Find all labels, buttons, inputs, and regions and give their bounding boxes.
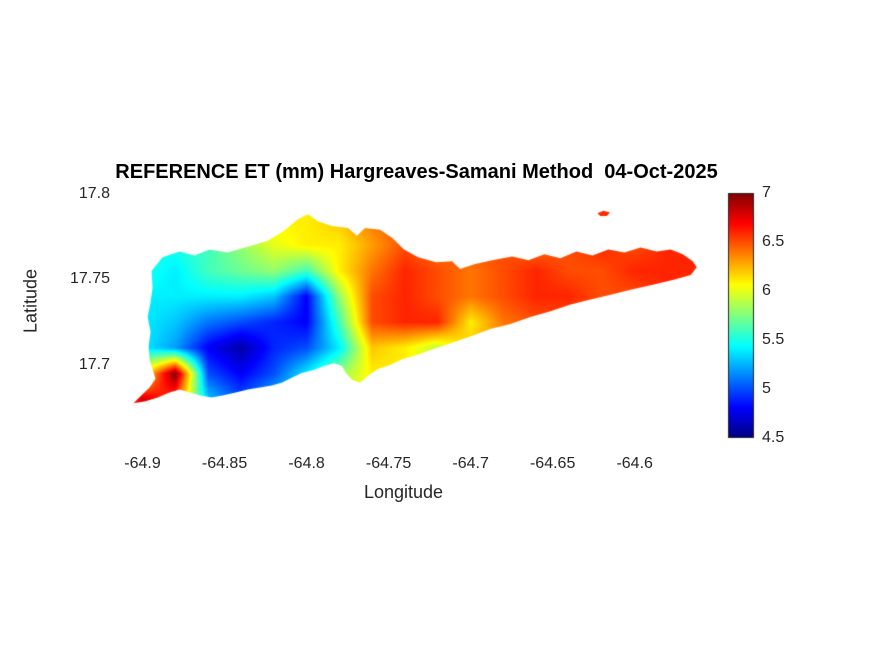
x-tick-label: -64.6 bbox=[616, 455, 653, 472]
x-tick-label: -64.75 bbox=[365, 455, 412, 472]
x-tick-label: -64.9 bbox=[124, 455, 161, 472]
cb-tick-label: 7 bbox=[762, 184, 771, 201]
x-axis-label: Longitude bbox=[363, 482, 444, 502]
x-tick-label: -64.7 bbox=[452, 455, 489, 472]
cb-tick-label: 6 bbox=[762, 282, 771, 299]
cb-tick-label: 5 bbox=[762, 380, 771, 397]
y-tick-label: 17.75 bbox=[69, 270, 110, 288]
y-axis-label: Latitude bbox=[20, 268, 41, 334]
cb-tick-label: 5.5 bbox=[762, 331, 785, 348]
x-tick-label: -64.85 bbox=[201, 455, 248, 472]
cb-tick-label: 4.5 bbox=[762, 429, 785, 446]
y-tick-label: 17.8 bbox=[78, 184, 110, 202]
x-tick-label: -64.65 bbox=[529, 455, 576, 472]
y-tick-label: 17.7 bbox=[78, 356, 110, 374]
x-tick-label: -64.8 bbox=[288, 455, 325, 472]
cb-tick-label: 6.5 bbox=[762, 233, 785, 250]
chart-title: REFERENCE ET (mm) Hargreaves-Samani Meth… bbox=[115, 161, 718, 183]
